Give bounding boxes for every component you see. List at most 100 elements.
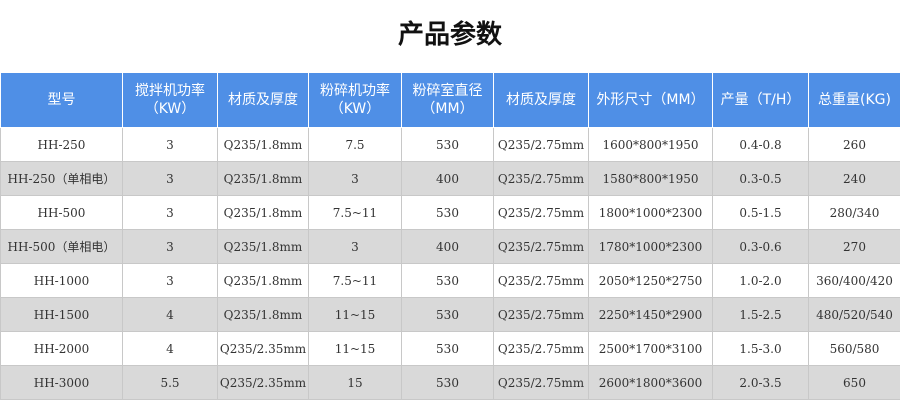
- header-text: 产量（T/H）: [720, 92, 801, 108]
- table-cell: 650: [808, 365, 900, 400]
- table-row: HH-250 3 Q235/1.8mm 7.5 530 Q235/2.75mm 1600*8…: [0, 127, 900, 162]
- table-cell: Q235/1.8mm: [217, 127, 309, 162]
- table-cell: 0.3-0.6: [712, 229, 809, 264]
- table-cell: Q235/2.35mm: [217, 365, 309, 400]
- table-cell: 280/340: [808, 195, 900, 230]
- table-cell: 360/400/420: [808, 263, 900, 298]
- column-header: 产量（T/H）: [712, 72, 809, 128]
- table-cell: 7.5~11: [308, 195, 402, 230]
- table-cell: Q235/2.75mm: [493, 195, 589, 230]
- table-cell: 7.5: [308, 127, 402, 162]
- table-cell: 530: [401, 365, 494, 400]
- column-header: 粉碎室直径 （MM）: [401, 72, 494, 128]
- table-row: HH-3000 5.5 Q235/2.35mm 15 530 Q235/2.75mm 260…: [0, 365, 900, 400]
- table-cell: 0.3-0.5: [712, 161, 809, 196]
- column-header: 总重量(KG): [808, 72, 900, 128]
- table-cell: 1.0-2.0: [712, 263, 809, 298]
- table-row: HH-1500 4 Q235/1.8mm 11~15 530 Q235/2.75mm 225…: [0, 297, 900, 332]
- table-cell: 5.5: [122, 365, 218, 400]
- header-text: 外形尺寸（MM）: [596, 92, 705, 108]
- table-cell: HH-500: [0, 195, 123, 230]
- table-cell: 2600*1800*3600: [588, 365, 713, 400]
- column-header: 外形尺寸（MM）: [588, 72, 713, 128]
- table-cell: Q235/2.75mm: [493, 365, 589, 400]
- column-header: 粉碎机功率 （KW）: [308, 72, 402, 128]
- table-cell: Q235/2.75mm: [493, 161, 589, 196]
- header-text: 总重量(KG): [818, 92, 891, 108]
- table-cell: 3: [122, 229, 218, 264]
- table-cell: Q235/1.8mm: [217, 263, 309, 298]
- table-row: HH-2000 4 Q235/2.35mm 11~15 530 Q235/2.75mm 25…: [0, 331, 900, 366]
- table-cell: Q235/2.75mm: [493, 297, 589, 332]
- table-cell: 11~15: [308, 331, 402, 366]
- table-cell: 560/580: [808, 331, 900, 366]
- table-cell: 530: [401, 297, 494, 332]
- table-cell: HH-3000: [0, 365, 123, 400]
- table-cell: 400: [401, 229, 494, 264]
- table-cell: 3: [308, 161, 402, 196]
- table-cell: Q235/2.75mm: [493, 263, 589, 298]
- table-cell: 1780*1000*2300: [588, 229, 713, 264]
- table-cell: 240: [808, 161, 900, 196]
- table-cell: 0.4-0.8: [712, 127, 809, 162]
- title: 产品参数: [397, 20, 502, 50]
- table-body: HH-250 3 Q235/1.8mm 7.5 530 Q235/2.75mm 1600*8…: [0, 127, 900, 400]
- table-cell: 3: [308, 229, 402, 264]
- table-cell: 1600*800*1950: [588, 127, 713, 162]
- table-cell: HH-250: [0, 127, 123, 162]
- column-header: 型号: [0, 72, 123, 128]
- table-cell: 3: [122, 263, 218, 298]
- table-cell: 530: [401, 127, 494, 162]
- table-row: HH-250（单相电） 3 Q235/1.8mm 3 400 Q235/2.75mm 158…: [0, 161, 900, 196]
- table-cell: 1580*800*1950: [588, 161, 713, 196]
- table-cell: 1.5-2.5: [712, 297, 809, 332]
- column-header: 材质及厚度: [493, 72, 589, 128]
- table-cell: 3: [122, 161, 218, 196]
- table-cell: HH-250（单相电）: [0, 161, 123, 196]
- header-text: （KW）: [329, 101, 381, 117]
- table-cell: 15: [308, 365, 402, 400]
- header-text: 粉碎室直径: [412, 83, 483, 99]
- table-cell: 400: [401, 161, 494, 196]
- table-cell: Q235/1.8mm: [217, 195, 309, 230]
- table-cell: 4: [122, 297, 218, 332]
- table-cell: 2.0-3.5: [712, 365, 809, 400]
- table-cell: Q235/1.8mm: [217, 297, 309, 332]
- table-cell: 2500*1700*3100: [588, 331, 713, 366]
- header-text: （KW）: [144, 101, 196, 117]
- table-cell: 530: [401, 331, 494, 366]
- table-cell: 270: [808, 229, 900, 264]
- header-text: 材质及厚度: [228, 92, 298, 108]
- header-text: 型号: [47, 92, 76, 108]
- table-row: HH-1000 3 Q235/1.8mm 7.5~11 530 Q235/2.75mm 20…: [0, 263, 900, 298]
- column-header: 材质及厚度: [217, 72, 309, 128]
- header-row: 型号 搅拌机功率 （KW） 材质及厚度 粉碎机功率 （KW） 粉碎室直径 （MM） 材质及厚度 外…: [0, 72, 900, 128]
- table-cell: HH-2000: [0, 331, 123, 366]
- table-cell: 260: [808, 127, 900, 162]
- table-row: HH-500（单相电） 3 Q235/1.8mm 3 400 Q235/2.75mm 178…: [0, 229, 900, 264]
- table-cell: 1800*1000*2300: [588, 195, 713, 230]
- table-cell: Q235/2.75mm: [493, 229, 589, 264]
- column-header: 搅拌机功率 （KW）: [122, 72, 218, 128]
- header-text: （MM）: [421, 101, 474, 117]
- table-cell: Q235/2.75mm: [493, 331, 589, 366]
- table-cell: 0.5-1.5: [712, 195, 809, 230]
- table-cell: HH-1000: [0, 263, 123, 298]
- header-text: 搅拌机功率: [135, 83, 205, 99]
- table-cell: 7.5~11: [308, 263, 402, 298]
- table-cell: 2250*1450*2900: [588, 297, 713, 332]
- table-cell: 3: [122, 127, 218, 162]
- table-cell: 2050*1250*2750: [588, 263, 713, 298]
- table-cell: 11~15: [308, 297, 402, 332]
- header-text: 粉碎机功率: [320, 83, 390, 99]
- spec-table: 型号 搅拌机功率 （KW） 材质及厚度 粉碎机功率 （KW） 粉碎室直径 （MM） 材质及厚度 外…: [0, 72, 900, 400]
- table-cell: 1.5-3.0: [712, 331, 809, 366]
- table-cell: Q235/2.35mm: [217, 331, 309, 366]
- table-cell: 480/520/540: [808, 297, 900, 332]
- table-cell: 3: [122, 195, 218, 230]
- table-cell: HH-500（单相电）: [0, 229, 123, 264]
- table-cell: HH-1500: [0, 297, 123, 332]
- table-cell: Q235/1.8mm: [217, 161, 309, 196]
- table-cell: 530: [401, 263, 494, 298]
